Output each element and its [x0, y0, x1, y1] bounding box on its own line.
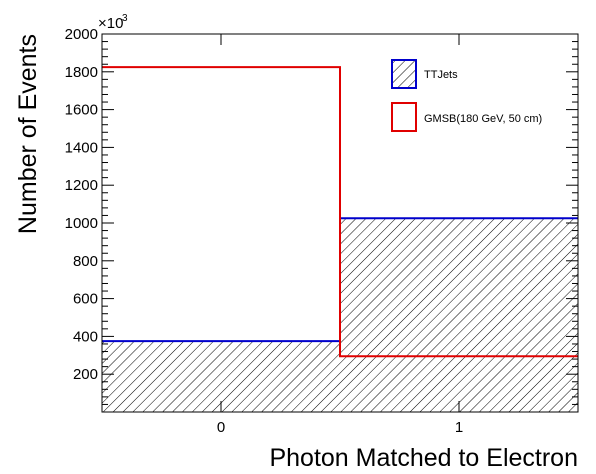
y-tick-label: 2000 — [65, 26, 98, 43]
legend-label-ttjets: TTJets — [424, 69, 458, 81]
y-tick-label: 1600 — [65, 102, 98, 119]
y-multiplier-exponent: 3 — [122, 13, 128, 24]
y-tick-label: 600 — [73, 291, 98, 308]
series-ttjets — [102, 217, 578, 412]
legend-label-gmsb: GMSB(180 GeV, 50 cm) — [424, 113, 542, 125]
y-tick-label: 1800 — [65, 64, 98, 81]
bar-ttjets-1 — [340, 218, 578, 412]
y-axis-title: Number of Events — [14, 34, 42, 234]
x-axis-title: Photon Matched to Electron — [269, 444, 578, 472]
series-layer — [102, 66, 578, 412]
axis-layer: 200 400 600 800 1000 1200 1400 1600 1800 2000 0 1 — [65, 26, 578, 436]
y-tick-label: 1400 — [65, 139, 98, 156]
x-tick-label: 0 — [217, 419, 225, 436]
step-line-gmsb-180-gev-50-cm — [102, 66, 578, 358]
y-tick-label: 400 — [73, 328, 98, 345]
legend: TTJets GMSB(180 GeV, 50 cm) — [391, 59, 542, 132]
bar-ttjets-0 — [102, 341, 340, 412]
legend-swatch-gmsb — [391, 102, 417, 132]
y-tick-label: 1200 — [65, 177, 98, 194]
legend-swatch-ttjets — [391, 59, 417, 89]
y-tick-label: 200 — [73, 366, 98, 383]
y-tick-label: 1000 — [65, 215, 98, 232]
x-tick-label: 1 — [455, 419, 463, 436]
y-multiplier-base: ×10 — [98, 15, 123, 32]
series-gmsb-180-gev-50-cm — [102, 66, 578, 358]
y-tick-label: 800 — [73, 253, 98, 270]
